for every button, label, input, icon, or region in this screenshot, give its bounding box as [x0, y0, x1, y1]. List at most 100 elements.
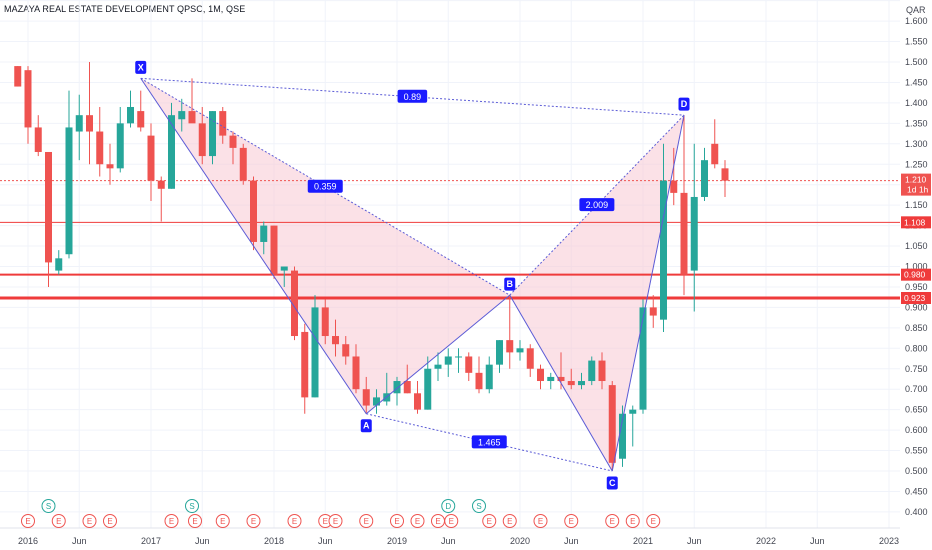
candle-body[interactable] [209, 111, 216, 157]
candle-body[interactable] [434, 364, 442, 369]
candle-body[interactable] [291, 270, 298, 337]
candle-body[interactable] [680, 192, 688, 275]
event-marker[interactable] [215, 514, 230, 528]
candle-body[interactable] [137, 111, 145, 128]
candle-body[interactable] [45, 151, 52, 263]
event-marker[interactable] [287, 514, 302, 528]
interval-label[interactable]: 1M [208, 4, 221, 14]
candle-body[interactable] [24, 70, 32, 128]
candle-body[interactable] [86, 115, 93, 132]
candle-body[interactable] [598, 360, 606, 382]
candle-body[interactable] [270, 225, 278, 275]
candle-body[interactable] [649, 307, 657, 316]
candle-body[interactable] [526, 348, 534, 369]
event-marker[interactable] [441, 499, 456, 513]
candle-body[interactable] [475, 372, 483, 390]
event-marker[interactable] [246, 514, 261, 528]
candle-body[interactable] [701, 160, 708, 197]
candle-body[interactable] [14, 66, 22, 87]
candle-body[interactable] [608, 385, 616, 463]
time-tick-label: Jun [687, 536, 702, 546]
candle-body[interactable] [403, 381, 411, 394]
candle-body[interactable] [219, 111, 227, 136]
candle-body[interactable] [280, 266, 288, 271]
event-marker[interactable] [502, 514, 517, 528]
candle-body[interactable] [670, 180, 678, 193]
event-marker[interactable] [164, 514, 179, 528]
candle-body[interactable] [250, 180, 257, 242]
candle-body[interactable] [178, 111, 186, 120]
candle-body[interactable] [352, 356, 360, 390]
candle-body[interactable] [75, 115, 83, 132]
event-marker[interactable] [625, 514, 640, 528]
candle-body[interactable] [106, 164, 114, 169]
event-marker[interactable] [564, 514, 579, 528]
price-level-tag-text: 1.108 [904, 217, 926, 227]
candle-body[interactable] [116, 123, 124, 169]
candle-body[interactable] [690, 196, 698, 271]
candle-body[interactable] [55, 258, 63, 271]
event-marker[interactable] [103, 514, 117, 528]
candle-body[interactable] [362, 389, 370, 406]
event-marker[interactable] [605, 514, 620, 528]
candle-body[interactable] [373, 397, 380, 406]
candle-body[interactable] [465, 356, 473, 373]
event-marker[interactable] [21, 514, 35, 528]
candle-body[interactable] [239, 147, 247, 181]
event-marker[interactable] [533, 514, 548, 528]
candle-body[interactable] [311, 307, 319, 398]
candle-body[interactable] [96, 131, 104, 165]
candle-body[interactable] [639, 307, 647, 410]
event-marker[interactable] [482, 514, 497, 528]
candle-body[interactable] [342, 344, 350, 357]
candle-body[interactable] [578, 381, 585, 386]
candle-body[interactable] [629, 409, 637, 414]
candle-body[interactable] [229, 135, 237, 148]
candle-body[interactable] [537, 368, 544, 382]
candle-body[interactable] [721, 168, 729, 181]
candle-body[interactable] [127, 106, 134, 124]
candle-body[interactable] [414, 393, 421, 410]
candle-body[interactable] [485, 364, 493, 390]
candle-body[interactable] [198, 123, 206, 157]
candle-body[interactable] [34, 127, 42, 152]
event-marker[interactable] [472, 499, 486, 513]
candle-body[interactable] [260, 225, 268, 242]
candle-body[interactable] [301, 331, 309, 398]
pattern-point-label: C [609, 478, 616, 488]
candle-body[interactable] [157, 180, 165, 189]
candle-body[interactable] [588, 360, 596, 382]
event-marker-label: E [292, 517, 297, 526]
event-marker[interactable] [82, 514, 97, 528]
candle-body[interactable] [321, 307, 329, 337]
event-marker[interactable] [410, 514, 425, 528]
candle-body[interactable] [168, 115, 175, 189]
candle-body[interactable] [444, 356, 452, 365]
candle-body[interactable] [147, 135, 155, 181]
candle-body[interactable] [557, 376, 565, 382]
event-marker[interactable] [390, 514, 404, 528]
candle-body[interactable] [619, 413, 626, 459]
event-marker[interactable] [185, 499, 199, 513]
candle-body[interactable] [506, 340, 514, 353]
candle-body[interactable] [188, 111, 196, 124]
candle-body[interactable] [424, 368, 432, 410]
candle-body[interactable] [332, 336, 339, 345]
candle-body[interactable] [516, 348, 524, 353]
event-marker[interactable] [188, 514, 202, 528]
event-marker[interactable] [444, 514, 459, 528]
candle-body[interactable] [567, 381, 575, 386]
candle-body[interactable] [660, 180, 667, 320]
candle-body[interactable] [65, 127, 73, 255]
event-marker[interactable] [646, 514, 661, 528]
candle-body[interactable] [547, 376, 555, 382]
event-marker[interactable] [328, 514, 343, 528]
candle-body[interactable] [455, 356, 462, 358]
candle-body[interactable] [393, 381, 401, 394]
event-marker[interactable] [359, 514, 374, 528]
event-marker[interactable] [51, 514, 66, 528]
event-marker[interactable] [41, 499, 56, 513]
candle-body[interactable] [711, 143, 719, 165]
candle-body[interactable] [496, 340, 503, 365]
